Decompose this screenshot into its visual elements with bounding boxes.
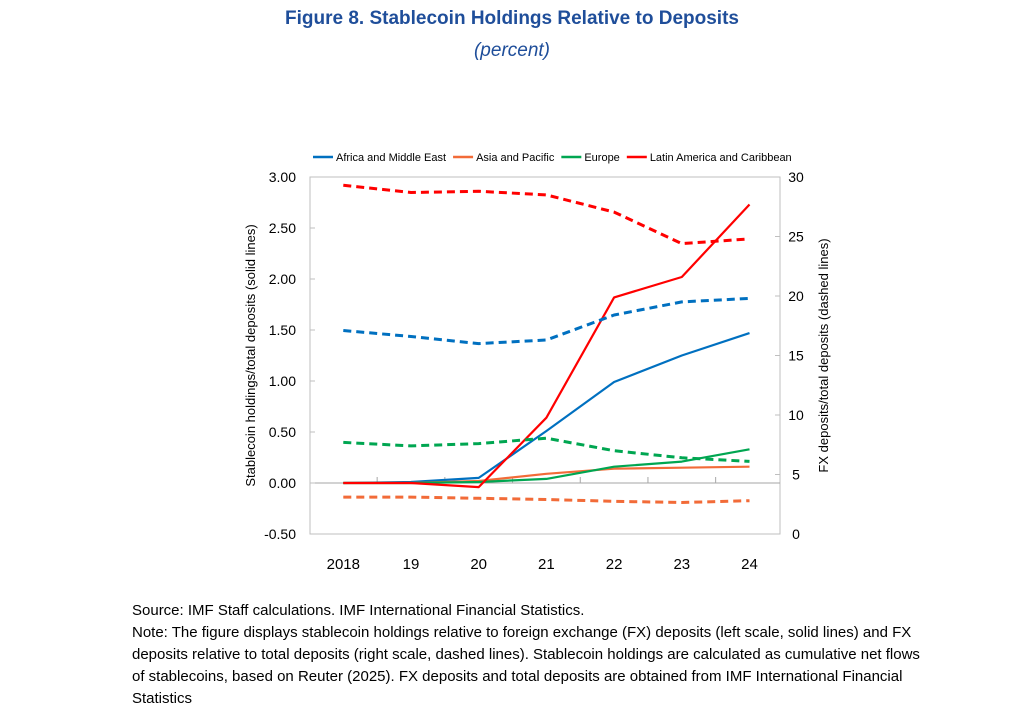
series-line-solid-europe bbox=[343, 448, 750, 485]
left-tick-label: 0.00 bbox=[269, 475, 296, 491]
chart-subtitle: (percent) bbox=[473, 40, 551, 61]
series-line-dashed-asia-and-pacific bbox=[343, 495, 750, 504]
left-tick-label: 2.00 bbox=[269, 271, 296, 287]
right-tick-label: 15 bbox=[788, 348, 804, 364]
left-tick-label: 0.50 bbox=[269, 424, 296, 440]
footer: Source: IMF Staff calculations. IMF Inte… bbox=[132, 600, 932, 710]
plot-frame bbox=[309, 176, 781, 535]
left-tick-label: -0.50 bbox=[264, 526, 296, 542]
right-tick-label: 10 bbox=[788, 407, 804, 423]
right-tick-label: 30 bbox=[788, 169, 804, 185]
series-line-dashed-latin-america-and-caribbean bbox=[343, 183, 750, 246]
right-tick-label: 25 bbox=[788, 229, 804, 245]
x-tick-label: 23 bbox=[673, 556, 690, 573]
legend-label: Asia and Pacific bbox=[476, 152, 555, 164]
line-chart: 3.002.502.001.501.000.500.00-0.503025201… bbox=[243, 152, 831, 573]
x-tick-label: 20 bbox=[470, 556, 487, 573]
right-tick-label: 20 bbox=[788, 288, 804, 304]
series-line-dashed-europe bbox=[343, 436, 750, 463]
x-tick-label: 22 bbox=[606, 556, 623, 573]
series-line-solid-asia-and-pacific bbox=[343, 465, 750, 485]
series-line-dashed-africa-and-middle-east bbox=[343, 296, 750, 346]
series-line-solid-latin-america-and-caribbean bbox=[343, 203, 751, 489]
left-tick-label: 3.00 bbox=[269, 169, 296, 185]
left-axis-label: Stablecoin holdings/total deposits (soli… bbox=[243, 224, 258, 486]
source-note: Source: IMF Staff calculations. IMF Inte… bbox=[132, 602, 585, 619]
right-axis-label: FX deposits/total deposits (dashed lines… bbox=[816, 238, 831, 472]
legend-label: Africa and Middle East bbox=[336, 152, 446, 164]
legend-label: Latin America and Caribbean bbox=[650, 152, 792, 164]
right-tick-label: 0 bbox=[792, 526, 800, 542]
note-text: Note: The figure displays stablecoin hol… bbox=[132, 624, 920, 707]
right-tick-label: 5 bbox=[792, 467, 800, 483]
x-tick-label: 19 bbox=[403, 556, 420, 573]
x-tick-label: 24 bbox=[741, 556, 758, 573]
left-tick-label: 1.00 bbox=[269, 373, 296, 389]
chart-title: Figure 8. Stablecoin Holdings Relative t… bbox=[285, 8, 739, 29]
x-tick-label: 21 bbox=[538, 556, 555, 573]
left-tick-label: 2.50 bbox=[269, 220, 296, 236]
legend-label: Europe bbox=[584, 152, 619, 164]
x-tick-label: 2018 bbox=[327, 556, 360, 573]
left-tick-label: 1.50 bbox=[269, 322, 296, 338]
